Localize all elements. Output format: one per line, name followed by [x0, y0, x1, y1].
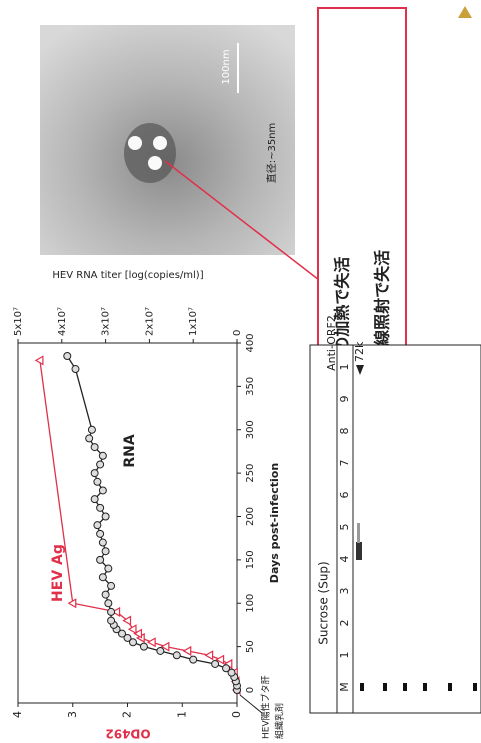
series-label: RNA	[122, 434, 138, 467]
rna-point	[102, 548, 109, 555]
rna-point	[105, 600, 112, 607]
lane-label: 1	[338, 364, 351, 371]
y-tick-label: 1	[175, 711, 188, 718]
rna-point	[140, 643, 147, 650]
particle-halo	[124, 123, 176, 183]
rna-point	[97, 530, 104, 537]
y-axis-label: OD492	[105, 727, 150, 741]
gel-title: Sucrose (Sup)	[317, 561, 331, 644]
ag-point	[148, 638, 155, 646]
rna-point	[190, 656, 197, 663]
x-axis-label: Days post-infection	[268, 463, 281, 583]
gel-frame	[310, 345, 481, 713]
y2-tick-label: 2x10⁷	[144, 307, 155, 336]
x-tick-label: 100	[245, 594, 256, 613]
ag-point	[129, 625, 136, 633]
x-tick-label: 200	[245, 507, 256, 526]
rna-point	[108, 617, 115, 624]
y2-tick-label: 5x10⁷	[13, 307, 24, 336]
y2-tick-label: 3x10⁷	[101, 307, 112, 336]
particle	[148, 156, 162, 170]
series-label: HEV Ag	[50, 544, 66, 602]
marker-band	[423, 683, 427, 691]
rna-point	[102, 513, 109, 520]
rna-point	[102, 591, 109, 598]
page: 100nm 直径:~35nm ·60°C、10分間以上の加熱で失活 ·50μw、…	[0, 0, 481, 743]
rna-point	[108, 582, 115, 589]
annotation-arrow	[240, 695, 262, 713]
annotation: HEV陽性ブタ肝	[260, 675, 272, 739]
x-tick-label: 250	[245, 464, 256, 483]
x-tick-label: 50	[245, 640, 256, 653]
sample-band	[357, 523, 360, 543]
lane-label: 5	[338, 524, 351, 531]
lane-label: 6	[338, 492, 351, 499]
lane-label: M	[338, 682, 351, 692]
x-tick-label: 150	[245, 550, 256, 569]
ag-point	[36, 356, 43, 364]
marker-band	[448, 683, 452, 691]
rna-point	[72, 366, 79, 373]
rna-point	[88, 426, 95, 433]
rna-point	[99, 539, 106, 546]
x-tick-label: 400	[245, 333, 256, 352]
x-tick-label: 300	[245, 420, 256, 439]
marker-label: 72k	[353, 341, 366, 362]
ag-point	[206, 651, 213, 659]
rna-point	[99, 452, 106, 459]
lane-label: 7	[338, 460, 351, 467]
rna-point	[99, 487, 106, 494]
y-tick-label: 0	[230, 711, 243, 718]
rna-point	[86, 435, 93, 442]
x-tick-label: 350	[245, 377, 256, 396]
y2-tick-label: 1x10⁷	[188, 307, 199, 336]
rna-point	[108, 608, 115, 615]
sample-band	[356, 542, 362, 560]
rna-point	[91, 470, 98, 477]
rna-point	[91, 496, 98, 503]
gel-antibody: Anti-ORF2	[325, 315, 338, 371]
lane-label: 3	[338, 588, 351, 595]
x-tick-label: 0	[245, 687, 256, 693]
y2-tick-label: 0	[232, 330, 243, 336]
y2-tick-label: 4x10⁷	[57, 307, 68, 336]
marker-band	[473, 683, 477, 691]
annotation: 組織乳剤	[274, 703, 286, 739]
rna-point	[94, 478, 101, 485]
marker-band	[360, 683, 364, 691]
rna-point	[97, 504, 104, 511]
lane-label: 1	[338, 652, 351, 659]
lane-label: 8	[338, 428, 351, 435]
lane-label: 2	[338, 620, 351, 627]
y2-axis-label: HEV RNA titer [log(copies/ml)]	[52, 270, 203, 281]
rna-point	[64, 353, 71, 360]
y-tick-label: 3	[66, 711, 79, 718]
plot-frame	[18, 343, 237, 703]
rna-point	[173, 652, 180, 659]
marker-band	[403, 683, 407, 691]
rna-point	[94, 522, 101, 529]
rna-point	[91, 444, 98, 451]
rna-point	[223, 665, 230, 672]
slide: 100nm 直径:~35nm ·60°C、10分間以上の加熱で失活 ·50μw、…	[11, 6, 481, 741]
rna-point	[97, 556, 104, 563]
particle	[153, 136, 167, 150]
marker-band	[383, 683, 387, 691]
particle	[128, 136, 142, 150]
lane-label: 4	[338, 556, 351, 563]
y-tick-label: 4	[11, 711, 24, 718]
y-tick-label: 2	[121, 711, 134, 718]
diameter-label: 直径:~35nm	[265, 123, 278, 184]
rna-point	[105, 565, 112, 572]
ag-point	[184, 647, 191, 655]
icon	[458, 6, 472, 18]
lane-label: 9	[338, 396, 351, 403]
rna-point	[157, 647, 164, 654]
rna-point	[97, 461, 104, 468]
rna-point	[99, 574, 106, 581]
rna-point	[212, 660, 219, 667]
series-line	[40, 360, 237, 690]
scale-label: 100nm	[221, 49, 232, 84]
